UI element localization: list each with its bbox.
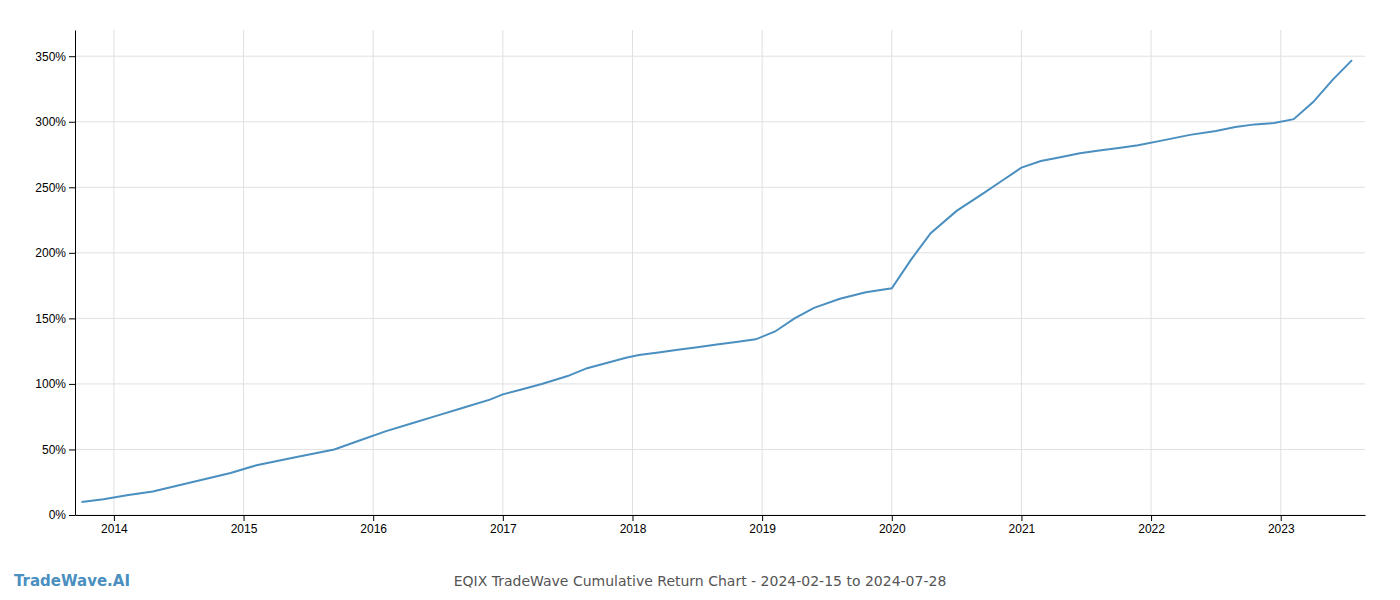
tick-mark	[69, 122, 75, 123]
tick-mark	[69, 56, 75, 57]
tick: 150%	[35, 312, 75, 326]
grid-line-x	[632, 30, 633, 515]
grid-line-y	[75, 515, 1365, 516]
tick-label: 0%	[49, 508, 67, 522]
tick: 2019	[749, 515, 776, 536]
tick-mark	[244, 515, 245, 521]
tick-label: 2020	[879, 522, 906, 536]
grid-line-x	[373, 30, 374, 515]
tick-label: 2023	[1268, 522, 1295, 536]
tick-label: 2019	[749, 522, 776, 536]
grid-line-x	[1021, 30, 1022, 515]
tick: 2023	[1268, 515, 1295, 536]
tick-mark	[762, 515, 763, 521]
tick-label: 2022	[1138, 522, 1165, 536]
tick: 2015	[231, 515, 258, 536]
x-axis: 2014 2015 2016 2017 2018 2019 2020 2021 2022 2023	[76, 515, 1366, 536]
tick: 2021	[1009, 515, 1036, 536]
tick-label: 2017	[490, 522, 517, 536]
tick-mark	[373, 515, 374, 521]
tick-label: 100%	[35, 377, 66, 391]
grid-line-y	[75, 449, 1365, 450]
tick-mark	[69, 187, 75, 188]
tick-label: 50%	[42, 443, 66, 457]
tick: 200%	[35, 246, 75, 260]
tick: 2022	[1138, 515, 1165, 536]
tick-label: 150%	[35, 312, 66, 326]
tick-label: 200%	[35, 246, 66, 260]
grid-line-x	[243, 30, 244, 515]
grid	[75, 30, 1365, 515]
tick-mark	[892, 515, 893, 521]
grid-line-x	[113, 30, 114, 515]
tick-label: 300%	[35, 115, 66, 129]
tick-mark	[1021, 515, 1022, 521]
tick-label: 2015	[231, 522, 258, 536]
grid-line-x	[1280, 30, 1281, 515]
watermark: TradeWave.AI	[14, 572, 130, 590]
tick-label: 2016	[360, 522, 387, 536]
tick-label: 2014	[101, 522, 128, 536]
tick-label: 2021	[1009, 522, 1036, 536]
tick-label: 2018	[620, 522, 647, 536]
tick: 2014	[101, 515, 128, 536]
grid-line-y	[75, 252, 1365, 253]
tick-mark	[114, 515, 115, 521]
tick-label: 350%	[35, 50, 66, 64]
grid-line-y	[75, 318, 1365, 319]
line	[81, 60, 1352, 502]
tick: 2018	[620, 515, 647, 536]
tick: 2020	[879, 515, 906, 536]
tick: 350%	[35, 50, 75, 64]
grid-line-y	[75, 121, 1365, 122]
tick: 250%	[35, 181, 75, 195]
plot-area: 2014 2015 2016 2017 2018 2019 2020 2021 2022 2023…	[35, 30, 1365, 536]
chart: 2014 2015 2016 2017 2018 2019 2020 2021 2022 2023…	[0, 0, 1400, 600]
tick-mark	[69, 384, 75, 385]
tick-label: 250%	[35, 181, 66, 195]
tick-mark	[1281, 515, 1282, 521]
tick: 2016	[360, 515, 387, 536]
tick-mark	[69, 515, 75, 516]
grid-line-y	[75, 187, 1365, 188]
tick-mark	[69, 253, 75, 254]
tick-mark	[69, 318, 75, 319]
tick-mark	[632, 515, 633, 521]
grid-line-x	[762, 30, 763, 515]
title: EQIX TradeWave Cumulative Return Chart -…	[454, 573, 947, 589]
tick: 50%	[42, 443, 75, 457]
tick: 100%	[35, 377, 75, 391]
axis-line	[75, 31, 76, 516]
grid-line-x	[502, 30, 503, 515]
tick-mark	[503, 515, 504, 521]
tick: 0%	[49, 508, 75, 522]
y-axis: 0% 50% 100% 150% 200% 250% 300% 350%	[35, 31, 75, 523]
tick: 300%	[35, 115, 75, 129]
grid-line-x	[1151, 30, 1152, 515]
grid-line-y	[75, 56, 1365, 57]
grid-line-y	[75, 383, 1365, 384]
tick: 2017	[490, 515, 517, 536]
marks	[81, 60, 1352, 502]
tick-mark	[1151, 515, 1152, 521]
axis-line	[76, 515, 1366, 516]
grid-line-x	[891, 30, 892, 515]
tick-mark	[69, 449, 75, 450]
